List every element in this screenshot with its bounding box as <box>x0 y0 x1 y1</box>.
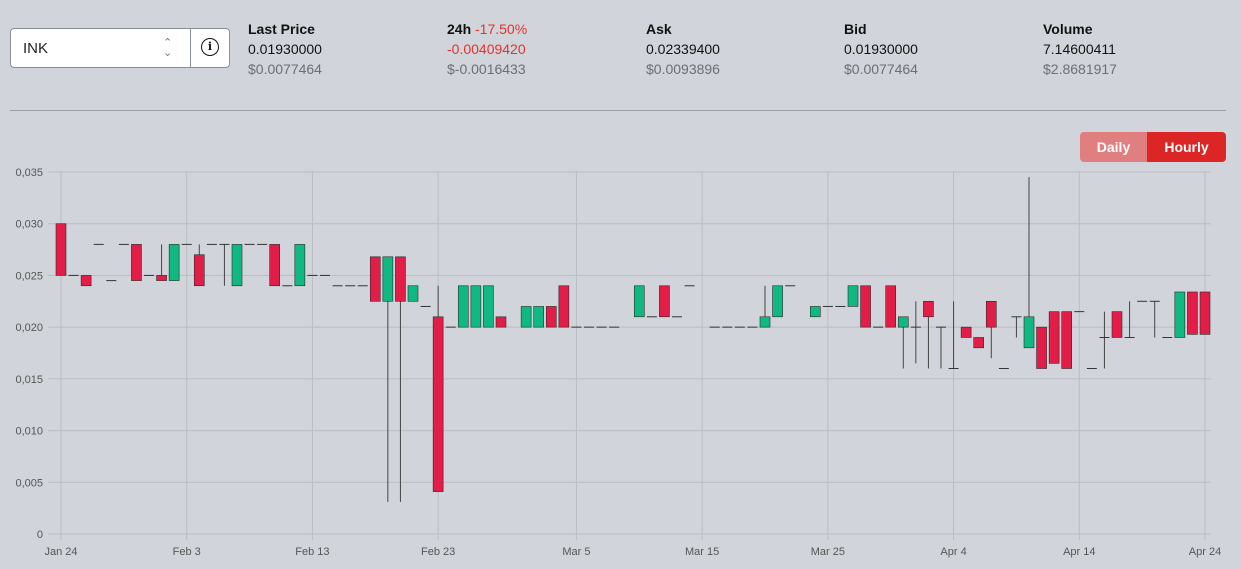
candle-body-down <box>659 285 670 318</box>
stat-label: Bid <box>844 21 867 37</box>
x-tick-label: Mar 25 <box>811 546 845 558</box>
candle-body-up <box>772 285 783 318</box>
candle-body-down <box>1187 291 1198 335</box>
candle-body-up <box>294 244 306 287</box>
candle-body-up <box>1023 316 1035 349</box>
stat-24h: 24h -17.50% -0.00409420 $-0.0016433 <box>447 19 527 79</box>
stat-change-percent: -17.50% <box>475 21 528 37</box>
market-selector[interactable]: INK ⌃ ⌄ i <box>10 28 230 68</box>
stat-last-price: Last Price 0.01930000 $0.0077464 <box>248 19 322 79</box>
candle-body-down <box>495 316 507 328</box>
selector-divider <box>190 29 191 67</box>
candle-body-up <box>483 285 494 328</box>
x-tick-label: Mar 5 <box>562 546 590 558</box>
daily-toggle-button[interactable]: Daily <box>1080 132 1147 162</box>
stat-label: Last Price <box>248 21 315 37</box>
candle-body-up <box>520 306 532 328</box>
hourly-toggle-button[interactable]: Hourly <box>1147 132 1226 162</box>
candle-body-up <box>533 306 545 328</box>
stat-ask: Ask 0.02339400 $0.0093896 <box>646 19 720 79</box>
candle-body-down <box>1061 311 1073 369</box>
stat-volume: Volume 7.14600411 $2.8681917 <box>1043 19 1117 79</box>
candle-body-down <box>860 285 871 328</box>
y-tick-label: 0,025 <box>15 270 43 282</box>
stat-value: 0.01930000 <box>844 41 918 57</box>
candle-body-up <box>847 285 859 307</box>
candle-body-down <box>1111 311 1123 338</box>
candle-body-down <box>156 275 167 281</box>
y-tick-label: 0,020 <box>15 322 43 334</box>
candle-body-down <box>558 285 570 328</box>
candle-body-down <box>55 223 67 276</box>
candle-body-down <box>545 306 557 328</box>
candle-body-up <box>407 285 419 302</box>
stat-label: 24h <box>447 21 472 37</box>
x-tick-label: Feb 13 <box>295 546 329 558</box>
candle-body-down <box>885 285 897 328</box>
stat-label: Ask <box>646 21 672 37</box>
x-tick-label: Mar 15 <box>685 546 719 558</box>
y-tick-label: 0,030 <box>15 219 43 231</box>
stat-bid: Bid 0.01930000 $0.0077464 <box>844 19 918 79</box>
candle-body-down <box>80 275 92 287</box>
candle-body-up <box>168 244 180 281</box>
stat-value: 0.01930000 <box>248 41 322 57</box>
candle-body-down <box>395 256 406 302</box>
x-tick-label: Jan 24 <box>44 546 77 558</box>
candle-body-down <box>131 244 142 281</box>
candle-body-up <box>759 316 771 328</box>
x-tick-label: Feb 3 <box>173 546 201 558</box>
candle-body-down <box>1199 291 1211 335</box>
candle-body-up <box>897 316 909 328</box>
info-icon[interactable]: i <box>201 38 219 56</box>
stat-usd: $-0.0016433 <box>447 61 526 77</box>
y-tick-label: 0,015 <box>15 374 43 386</box>
stat-usd: $0.0077464 <box>248 61 322 77</box>
stat-value: 0.02339400 <box>646 41 720 57</box>
stat-usd: $0.0077464 <box>844 61 918 77</box>
x-tick-label: Feb 23 <box>421 546 455 558</box>
stat-usd: $2.8681917 <box>1043 61 1117 77</box>
candle-body-down <box>269 244 281 287</box>
candle-body-down <box>923 300 934 318</box>
y-tick-label: 0,035 <box>15 167 43 179</box>
candle-body-up <box>633 285 645 318</box>
x-tick-label: Apr 14 <box>1063 546 1095 558</box>
stat-usd: $0.0093896 <box>646 61 720 77</box>
market-symbol: INK <box>23 40 49 57</box>
candle-body-down <box>369 256 381 302</box>
updown-chevron-icon[interactable]: ⌃ ⌄ <box>163 37 173 59</box>
y-tick-label: 0,005 <box>15 477 43 489</box>
stat-value: 7.14600411 <box>1043 41 1116 57</box>
y-tick-label: 0,010 <box>15 426 43 438</box>
x-tick-label: Apr 24 <box>1189 546 1221 558</box>
header-divider <box>10 110 1226 111</box>
candle-body-up <box>231 244 243 287</box>
y-tick-label: 0 <box>37 529 43 541</box>
candle-body-up <box>457 285 469 328</box>
x-tick-label: Apr 4 <box>940 546 966 558</box>
candle-body-up <box>1174 291 1186 338</box>
candle-body-down <box>193 254 205 287</box>
candle-body-up <box>809 306 821 318</box>
candle-body-up <box>382 256 394 302</box>
candle-body-down <box>432 316 444 492</box>
candle-body-down <box>985 300 997 328</box>
candle-body-down <box>960 326 972 338</box>
stat-value: -0.00409420 <box>447 41 526 57</box>
candle-body-down <box>1036 326 1047 369</box>
candle-body-down <box>973 337 985 349</box>
candle-body-up <box>470 285 482 328</box>
candle-body-down <box>1048 311 1060 364</box>
stat-label: Volume <box>1043 21 1093 37</box>
